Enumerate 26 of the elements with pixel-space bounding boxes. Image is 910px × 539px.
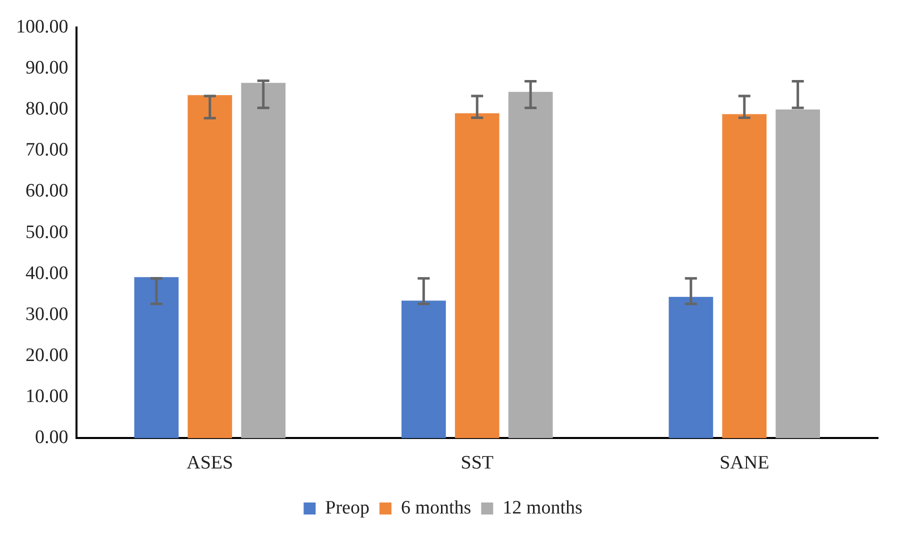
y-tick-label: 0.00 [35, 427, 68, 448]
y-tick-label: 30.00 [26, 304, 68, 325]
bar [454, 113, 500, 438]
legend-label: Preop [325, 497, 370, 518]
y-tick-label: 40.00 [26, 262, 68, 284]
bar [134, 277, 179, 438]
y-tick-label: 50.00 [26, 222, 68, 243]
legend-label: 6 months [400, 497, 472, 518]
bar [722, 114, 767, 438]
bar [508, 92, 553, 438]
y-tick-label: 10.00 [26, 386, 68, 408]
y-tick-label: 20.00 [26, 345, 68, 366]
y-tick-label: 70.00 [26, 140, 68, 161]
y-tick-label: 60.00 [26, 180, 68, 202]
legend-label: 12 months [502, 497, 582, 518]
y-tick-label: 100.00 [16, 16, 68, 38]
bar [241, 82, 286, 438]
y-tick-label: 80.00 [26, 98, 68, 120]
x-tick-label: SST [460, 452, 494, 474]
bar [401, 300, 446, 438]
bar [776, 110, 820, 438]
bar [668, 296, 714, 438]
y-tick-label: 90.00 [26, 57, 68, 78]
x-tick-label: ASES [186, 452, 234, 474]
x-tick-label: SANE [720, 452, 770, 474]
bar [188, 95, 232, 438]
